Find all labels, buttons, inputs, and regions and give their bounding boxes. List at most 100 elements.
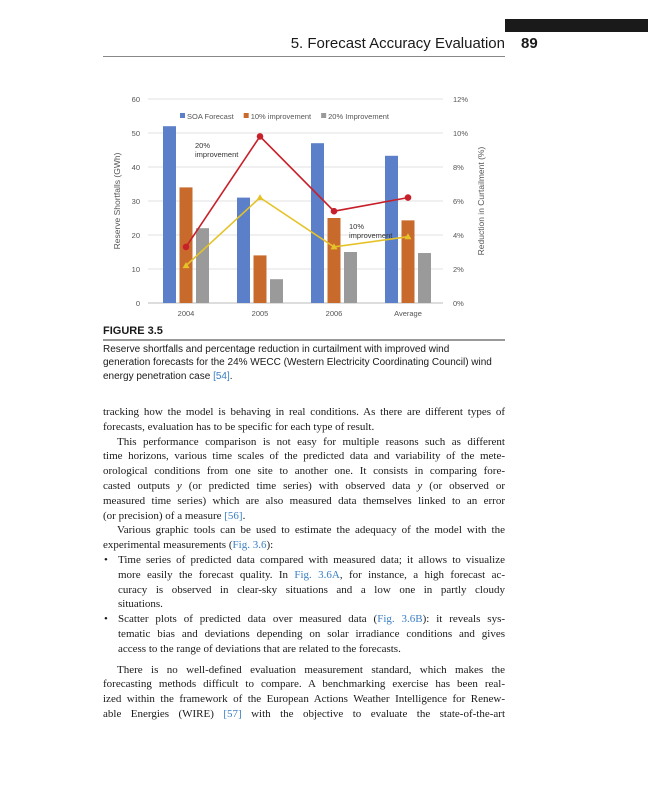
reference-link[interactable]: [56] — [224, 509, 243, 522]
text-span: situations. — [118, 598, 163, 611]
line-marker — [182, 262, 190, 269]
y-axis-title: Reserve Shortfalls (GWh) — [112, 152, 122, 249]
bar-20-improvement — [270, 279, 283, 303]
body-line: (or precision) of a measure [56]. — [103, 509, 505, 524]
body-line: time horizons, various time scales of th… — [103, 449, 505, 464]
text-span: (or predicted time series) with observed… — [181, 479, 418, 492]
text-column: FIGURE 3.5 Reserve shortfalls and percen… — [103, 324, 505, 742]
legend-entry: 20% Improvement — [328, 112, 390, 121]
bar-soa-forecast — [311, 143, 324, 303]
body-line: There is no well-defined evaluation meas… — [117, 663, 505, 678]
series-line — [185, 196, 409, 267]
chart-annotation: 20% — [195, 141, 210, 150]
line-marker — [330, 207, 338, 215]
line-marker — [330, 243, 338, 250]
text-span: tracking how the model is behaving in re… — [103, 406, 505, 418]
body-line: situations. — [118, 597, 505, 612]
y-tick-label: 10 — [132, 265, 140, 274]
line-marker — [404, 233, 412, 240]
bar-10-improvement — [253, 255, 267, 303]
legend-swatch — [243, 113, 249, 118]
body-line: tematic bias and deviations depending on… — [118, 627, 505, 642]
series-line — [185, 135, 409, 248]
header-rule — [103, 56, 505, 57]
body-line: experimental measurements (Fig. 3.6): — [103, 538, 505, 553]
text-span: with the objective to evaluate the state… — [241, 707, 505, 720]
text-span: Time series of predicted data compared w… — [118, 553, 505, 566]
body-line: measured time series) which are also mea… — [103, 494, 505, 509]
body-line: tracking how the model is behaving in re… — [103, 405, 505, 420]
y-right-tick-label: 4% — [453, 231, 464, 240]
body-line: access to the range of deviations that a… — [118, 642, 505, 657]
text-span: tematic bias and deviations depending on… — [118, 627, 505, 640]
page-number: 89 — [521, 35, 538, 52]
body-line: able Energies (WIRE) [57] with the objec… — [103, 707, 505, 722]
text-span: Reserve shortfalls and percentage reduct… — [103, 343, 450, 355]
chapter-title: 5. Forecast Accuracy Evaluation — [290, 35, 505, 52]
line-marker — [256, 133, 264, 140]
y-tick-label: 50 — [132, 129, 140, 138]
text-span: orological conditions from one site to a… — [103, 465, 505, 478]
text-span: able Energies (WIRE) — [103, 707, 224, 720]
bullet-item-line: Time series of predicted data compared w… — [104, 553, 505, 568]
text-span: experimental measurements ( — [103, 539, 233, 552]
bullet-item-line: Scatter plots of predicted data over mea… — [104, 612, 506, 627]
y-right-tick-label: 2% — [453, 265, 464, 274]
text-span: more easily the forecast quality. In — [118, 568, 295, 581]
y-right-tick-label: 8% — [453, 163, 464, 172]
chart-annotation: improvement — [195, 150, 239, 159]
bar-soa-forecast — [385, 155, 398, 303]
bar-20-improvement — [196, 228, 209, 303]
y-tick-label: 0 — [136, 299, 140, 308]
text-span: (or observed or — [422, 479, 506, 492]
text-span: (or precision) of a measure — [103, 509, 225, 522]
reference-link[interactable]: [57] — [223, 707, 242, 720]
bar-soa-forecast — [163, 126, 176, 303]
body-text: tracking how the model is behaving in re… — [103, 405, 505, 722]
line-marker — [182, 243, 190, 251]
y-right-axis-title: Reduction in Curtailment (%) — [476, 147, 486, 256]
text-span: ): — [266, 539, 274, 552]
reference-link[interactable]: [54] — [213, 370, 230, 382]
reference-link[interactable]: Fig. 3.6B — [377, 613, 423, 626]
text-span: ized within the framework of the Europea… — [103, 693, 505, 706]
legend-swatch — [321, 113, 327, 118]
body-line: more easily the forecast quality. In Fig… — [118, 568, 505, 583]
body-line: curacy is observed in clear-sky situatio… — [118, 583, 505, 598]
figure-caption: Reserve shortfalls and percentage reduct… — [103, 343, 505, 384]
text-span: forecasting methods difficult to compare… — [103, 678, 505, 691]
caption-line: generation forecasts for the 24% WECC (W… — [103, 356, 505, 370]
text-span: measured time series) which are also mea… — [103, 494, 505, 507]
body-line: This performance comparison is not easy … — [117, 435, 505, 450]
bar-10-improvement — [401, 220, 415, 303]
caption-line: energy penetration case [54]. — [103, 370, 505, 384]
line-marker — [256, 194, 264, 201]
text-span: access to the range of deviations that a… — [118, 642, 401, 655]
x-tick-label: 2004 — [178, 309, 195, 318]
bullet-icon: • — [104, 553, 108, 566]
caption-line: Reserve shortfalls and percentage reduct… — [103, 343, 505, 357]
text-span: y — [176, 479, 182, 492]
x-tick-label: 2005 — [252, 309, 269, 318]
y-tick-label: 30 — [132, 197, 140, 206]
x-tick-label: 2006 — [326, 309, 343, 318]
text-span: forecasts, evaluation has to be specific… — [103, 420, 375, 433]
text-span: curacy is observed in clear-sky situatio… — [118, 583, 505, 596]
text-span: This performance comparison is not easy … — [117, 435, 505, 448]
reference-link[interactable]: Fig. 3.6 — [232, 539, 267, 552]
text-span: Various graphic tools can be used to est… — [117, 524, 505, 537]
y-tick-label: 40 — [132, 163, 140, 172]
text-span: ): it reveals sys- — [422, 613, 506, 626]
figure-label: FIGURE 3.5 — [103, 325, 163, 337]
text-span: generation forecasts for the 24% WECC (W… — [103, 357, 492, 368]
figure-chart: 0 10 20 30 40 50 60 0% 2% 4% 6% 8% 10% 12% Reserve Sho… — [112, 95, 486, 318]
bar-soa-forecast — [237, 197, 250, 303]
text-span: casted outputs — [103, 479, 177, 492]
bar-10-improvement — [327, 218, 341, 303]
y-tick-label: 20 — [132, 231, 140, 240]
bullet-icon: • — [104, 613, 108, 626]
reference-link[interactable]: Fig. 3.6A — [294, 568, 340, 581]
text-span: time horizons, various time scales of th… — [103, 450, 505, 463]
body-line: forecasts, evaluation has to be specific… — [103, 420, 505, 435]
body-line: forecasting methods difficult to compare… — [103, 677, 505, 692]
